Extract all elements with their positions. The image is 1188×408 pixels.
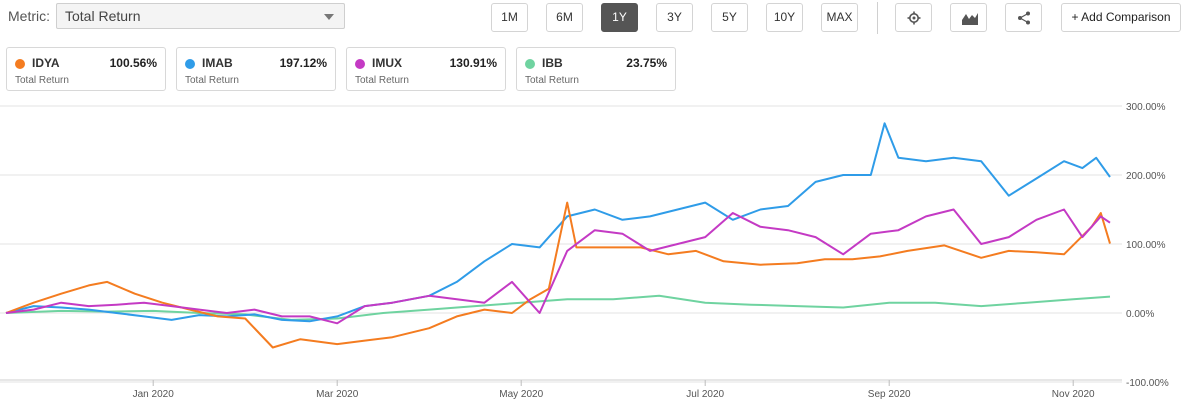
range-6m-button[interactable]: 6M bbox=[546, 3, 583, 32]
metric-dropdown[interactable]: Total Return bbox=[56, 3, 345, 29]
series-line-imab bbox=[5, 122, 1111, 323]
settings-button[interactable] bbox=[895, 3, 932, 32]
chart-grid bbox=[0, 105, 1122, 383]
add-comparison-button[interactable]: + Add Comparison bbox=[1061, 3, 1181, 32]
series-color-dot bbox=[525, 59, 535, 69]
y-tick-label: 100.00% bbox=[1126, 240, 1166, 251]
x-tick-label: Mar 2020 bbox=[316, 389, 359, 400]
legend-metric: Total Return bbox=[185, 75, 239, 86]
legend-metric: Total Return bbox=[15, 75, 69, 86]
legend-symbol: IMAB bbox=[202, 56, 233, 70]
metric-label: Metric: bbox=[8, 8, 50, 24]
chevron-down-icon bbox=[324, 14, 334, 20]
x-tick-label: May 2020 bbox=[499, 389, 543, 400]
legend-card-imab[interactable]: IMAB 197.12% Total Return bbox=[176, 47, 336, 91]
legend-symbol: IMUX bbox=[372, 56, 402, 70]
legend-value: 197.12% bbox=[279, 56, 327, 70]
range-5y-button[interactable]: 5Y bbox=[711, 3, 748, 32]
share-icon bbox=[1018, 11, 1030, 25]
y-tick-label: -100.00% bbox=[1126, 378, 1169, 389]
range-1y-button[interactable]: 1Y bbox=[601, 3, 638, 32]
legend-value: 100.56% bbox=[109, 56, 157, 70]
y-tick-label: 300.00% bbox=[1126, 102, 1166, 113]
legend-symbol: IBB bbox=[542, 56, 563, 70]
y-tick-label: 0.00% bbox=[1126, 309, 1154, 320]
range-max-button[interactable]: MAX bbox=[821, 3, 858, 32]
series-color-dot bbox=[355, 59, 365, 69]
series-color-dot bbox=[185, 59, 195, 69]
legend-card-ibb[interactable]: IBB 23.75% Total Return bbox=[516, 47, 676, 91]
range-10y-button[interactable]: 10Y bbox=[766, 3, 803, 32]
toolbar-divider bbox=[877, 2, 878, 34]
range-1m-button[interactable]: 1M bbox=[491, 3, 528, 32]
toolbar: Metric: Total Return 1M 6M 1Y 3Y 5Y 10Y … bbox=[0, 0, 1188, 36]
x-tick-label: Jan 2020 bbox=[133, 389, 175, 400]
series-line-ibb bbox=[5, 294, 1111, 321]
series-line-imux bbox=[5, 208, 1111, 325]
metric-dropdown-value: Total Return bbox=[65, 8, 141, 24]
y-tick-label: 200.00% bbox=[1126, 171, 1166, 182]
series-line-idya bbox=[5, 201, 1111, 349]
legend-card-idya[interactable]: IDYA 100.56% Total Return bbox=[6, 47, 166, 91]
chart-type-button[interactable] bbox=[950, 3, 987, 32]
y-axis-labels: 300.00% 200.00% 100.00% 0.00% -100.00% bbox=[1126, 102, 1169, 389]
total-return-chart[interactable]: 300.00% 200.00% 100.00% 0.00% -100.00% Jan 2… bbox=[0, 96, 1188, 408]
range-3y-button[interactable]: 3Y bbox=[656, 3, 693, 32]
legend-value: 23.75% bbox=[626, 56, 667, 70]
x-tick-label: Sep 2020 bbox=[868, 389, 911, 400]
legend-metric: Total Return bbox=[525, 75, 579, 86]
x-tick-label: Nov 2020 bbox=[1052, 389, 1095, 400]
legend-metric: Total Return bbox=[355, 75, 409, 86]
gear-icon bbox=[907, 11, 921, 25]
series-color-dot bbox=[15, 59, 25, 69]
share-button[interactable] bbox=[1005, 3, 1042, 32]
x-axis: Jan 2020 Mar 2020 May 2020 Jul 2020 Sep 2020… bbox=[0, 379, 1122, 400]
legend-symbol: IDYA bbox=[32, 56, 60, 70]
x-tick-label: Jul 2020 bbox=[686, 389, 724, 400]
area-chart-icon bbox=[962, 13, 978, 25]
legend-card-imux[interactable]: IMUX 130.91% Total Return bbox=[346, 47, 506, 91]
chart-series bbox=[5, 122, 1111, 349]
legend-value: 130.91% bbox=[449, 56, 497, 70]
